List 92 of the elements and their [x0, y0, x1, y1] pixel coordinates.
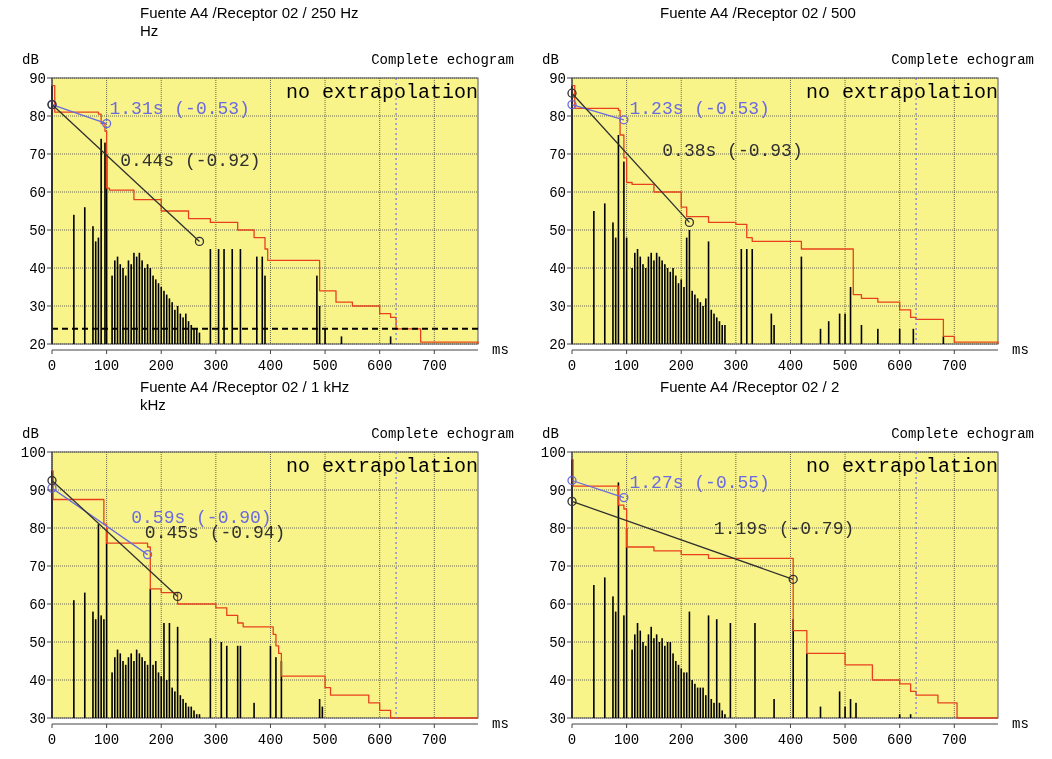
y-tick-label: 90: [549, 71, 566, 87]
y-tick-label: 60: [29, 185, 46, 201]
x-tick-label: 200: [148, 732, 174, 748]
annotation: 1.19s (-0.79): [713, 519, 855, 540]
y-tick-label: 50: [549, 223, 566, 239]
x-tick-label: 200: [668, 732, 694, 748]
x-tick-label: 600: [887, 732, 913, 748]
y-axis-title: dB: [22, 52, 39, 68]
x-tick-label: 400: [777, 732, 804, 748]
y-tick-label: 40: [549, 673, 566, 689]
y-tick-label: 50: [549, 635, 566, 651]
y-tick-label: 30: [29, 711, 46, 727]
x-tick-label: 100: [614, 358, 640, 374]
x-tick-label: 700: [421, 358, 447, 374]
y-tick-label: 70: [549, 559, 566, 575]
y-tick-label: 40: [29, 673, 46, 689]
y-tick-label: 30: [549, 299, 566, 315]
x-tick-label: 300: [723, 358, 749, 374]
y-tick-label: 20: [549, 337, 566, 353]
y-tick-label: 60: [29, 597, 46, 613]
x-tick-label: 400: [257, 732, 284, 748]
x-tick-label: 700: [421, 732, 447, 748]
chart-subtitle: kHz: [140, 396, 166, 413]
y-tick-label: 80: [549, 109, 566, 125]
x-tick-label: 600: [367, 358, 393, 374]
annotation: 1.23s (-0.53): [629, 99, 770, 120]
y-tick-label: 80: [29, 521, 46, 537]
chart-title: Fuente A4 /Receptor 02 / 500: [660, 4, 856, 21]
x-tick-label: 0: [567, 732, 577, 748]
x-tick-label: 600: [367, 732, 393, 748]
x-tick-label: 400: [257, 358, 284, 374]
x-tick-label: 200: [148, 358, 174, 374]
x-axis-title: ms: [1012, 342, 1029, 358]
x-tick-label: 0: [567, 358, 577, 374]
text: Complete echogram: [891, 426, 1034, 442]
chart-title: Fuente A4 /Receptor 02 / 2: [660, 378, 840, 395]
y-tick-label: 40: [549, 261, 566, 277]
annotation: 0.44s (-0.92): [120, 150, 261, 171]
x-tick-label: 100: [614, 732, 640, 748]
y-tick-label: 50: [29, 223, 46, 239]
x-tick-label: 700: [941, 358, 967, 374]
text: Complete echogram: [371, 52, 514, 68]
x-tick-label: 300: [203, 358, 229, 374]
x-tick-label: 0: [47, 358, 57, 374]
x-tick-label: 300: [723, 732, 749, 748]
y-tick-label: 90: [549, 483, 566, 499]
x-axis-title: ms: [492, 716, 509, 732]
chart-subtitle: Hz: [140, 22, 159, 39]
y-axis-title: dB: [542, 52, 559, 68]
y-tick-label: 30: [549, 711, 566, 727]
y-tick-label: 90: [29, 71, 46, 87]
x-tick-label: 400: [777, 358, 804, 374]
y-tick-label: 40: [29, 261, 46, 277]
annotation: 1.27s (-0.55): [629, 473, 770, 494]
y-tick-label: 100: [540, 445, 566, 461]
x-tick-label: 500: [832, 732, 858, 748]
x-tick-label: 200: [668, 358, 694, 374]
annotation: no extrapolation: [805, 455, 998, 478]
y-tick-label: 80: [29, 109, 46, 125]
x-tick-label: 700: [941, 732, 967, 748]
y-tick-label: 60: [549, 185, 566, 201]
text: Complete echogram: [371, 426, 514, 442]
y-tick-label: 30: [29, 299, 46, 315]
chart-title: Fuente A4 /Receptor 02 / 1 kHz: [140, 378, 350, 395]
annotation: 1.31s (-0.53): [109, 99, 250, 120]
x-tick-label: 500: [832, 358, 858, 374]
y-tick-label: 70: [549, 147, 566, 163]
annotation: no extrapolation: [285, 81, 478, 104]
y-tick-label: 50: [29, 635, 46, 651]
y-axis-title: dB: [22, 426, 39, 442]
y-tick-label: 100: [20, 445, 46, 461]
y-tick-label: 90: [29, 483, 46, 499]
x-axis-title: ms: [1012, 716, 1029, 732]
annotation: 0.38s (-0.93): [662, 141, 803, 162]
y-tick-label: 70: [29, 559, 46, 575]
x-axis-title: ms: [492, 342, 509, 358]
x-tick-label: 600: [887, 358, 913, 374]
y-tick-label: 70: [29, 147, 46, 163]
x-tick-label: 0: [47, 732, 57, 748]
y-tick-label: 20: [29, 337, 46, 353]
x-tick-label: 100: [94, 358, 120, 374]
y-axis-title: dB: [542, 426, 559, 442]
text: Complete echogram: [891, 52, 1034, 68]
y-tick-label: 60: [549, 597, 566, 613]
x-tick-label: 100: [94, 732, 120, 748]
chart-title: Fuente A4 /Receptor 02 / 250 Hz: [140, 4, 359, 21]
y-tick-label: 80: [549, 521, 566, 537]
annotation: no extrapolation: [285, 455, 478, 478]
x-tick-label: 500: [312, 358, 338, 374]
x-tick-label: 500: [312, 732, 338, 748]
x-tick-label: 300: [203, 732, 229, 748]
annotation: no extrapolation: [805, 81, 998, 104]
